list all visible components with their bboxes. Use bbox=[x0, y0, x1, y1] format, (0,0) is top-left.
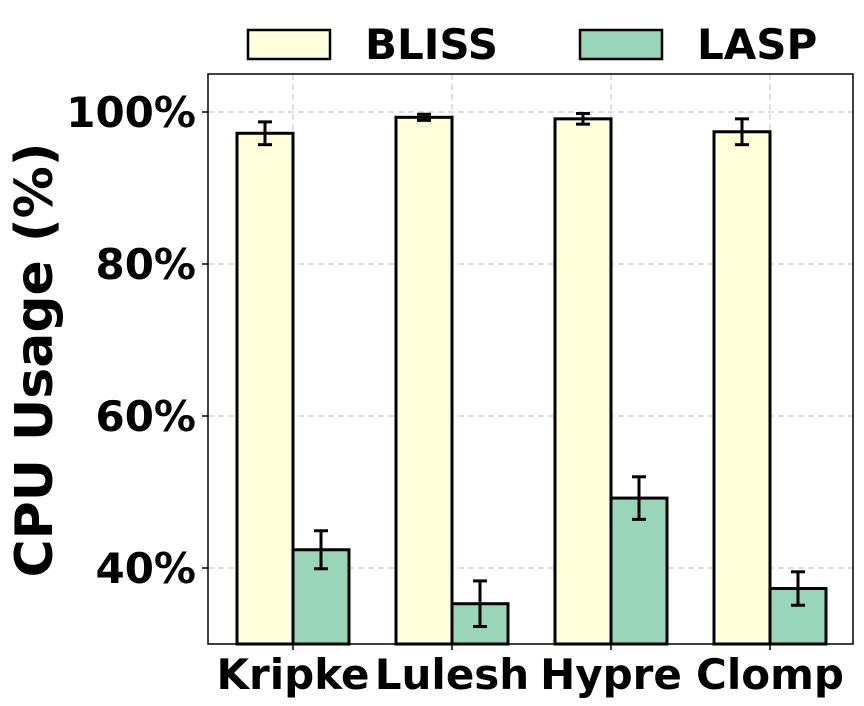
x-axis-ticks: Kripke Lulesh Hypre Clomp bbox=[216, 644, 844, 699]
y-axis-label: CPU Usage (%) bbox=[5, 142, 65, 577]
y-tick-label: 80% bbox=[95, 240, 196, 289]
bar-bliss-kripke bbox=[235, 131, 295, 646]
legend-label: BLISS bbox=[365, 20, 498, 69]
error-bar-lasp-hypre bbox=[632, 475, 646, 521]
bar-bliss-lulesh bbox=[394, 115, 454, 646]
legend-item-lasp: LASP bbox=[578, 20, 817, 69]
error-bar-bliss-hypre bbox=[576, 112, 590, 126]
legend-label: LASP bbox=[697, 20, 817, 69]
x-tick-label: Lulesh bbox=[375, 650, 529, 699]
bar-bliss-clomp bbox=[712, 130, 772, 646]
error-bar-bliss-lulesh bbox=[417, 112, 431, 122]
error-bar-lasp-lulesh bbox=[473, 579, 487, 629]
error-bars bbox=[258, 112, 805, 629]
y-tick-label: 40% bbox=[95, 544, 196, 593]
x-tick-label: Clomp bbox=[696, 650, 844, 699]
error-bar-lasp-clomp bbox=[791, 570, 805, 607]
plot-frame bbox=[207, 73, 854, 645]
x-tick-label: Hypre bbox=[540, 650, 682, 699]
legend-swatch bbox=[246, 28, 332, 61]
y-axis-ticks: 40% 60% 80% 100% bbox=[66, 88, 208, 593]
error-bar-bliss-kripke bbox=[258, 120, 272, 147]
x-tick-label: Kripke bbox=[216, 650, 369, 699]
y-tick-label: 100% bbox=[66, 88, 196, 137]
legend-item-bliss: BLISS bbox=[246, 20, 498, 69]
y-tick-label: 60% bbox=[95, 392, 196, 441]
legend-swatch bbox=[578, 28, 664, 61]
legend: BLISS LASP bbox=[246, 20, 817, 69]
error-bar-lasp-kripke bbox=[314, 529, 328, 571]
error-bar-bliss-clomp bbox=[735, 117, 749, 147]
bars bbox=[235, 115, 828, 646]
bar-bliss-hypre bbox=[553, 117, 613, 646]
